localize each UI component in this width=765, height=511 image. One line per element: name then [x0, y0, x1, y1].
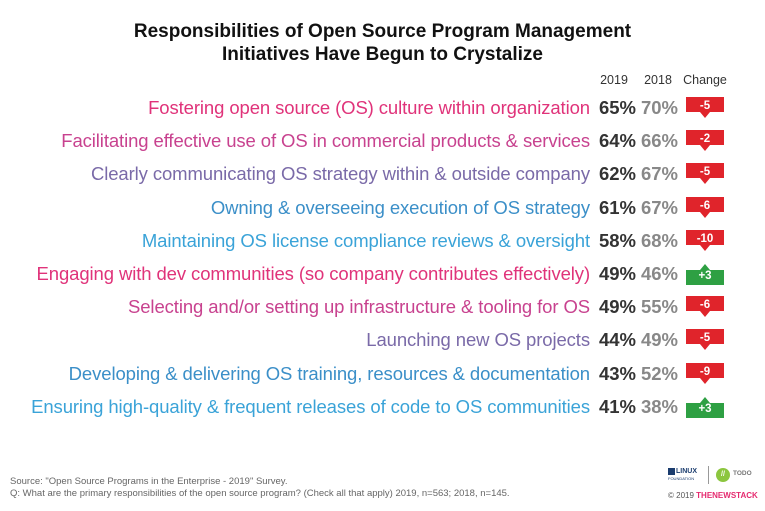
change-badge-up: +3 — [686, 396, 724, 418]
row-label: Owning & overseeing execution of OS stra… — [210, 196, 590, 218]
chart-footer: Source: "Open Source Programs in the Ent… — [10, 476, 510, 500]
table-row: Developing & delivering OS training, res… — [0, 359, 765, 389]
arrow-down-icon — [686, 329, 724, 351]
brand-name: THENEWSTACK — [696, 491, 758, 500]
value-2018: 67% — [640, 163, 678, 185]
arrow-down-icon — [686, 130, 724, 152]
arrow-down-icon — [686, 163, 724, 185]
value-2018: 52% — [640, 362, 678, 384]
change-value: -2 — [699, 133, 711, 146]
value-2019: 65% — [598, 97, 636, 118]
value-2018: 67% — [640, 196, 678, 218]
value-2019: 62% — [598, 163, 636, 185]
row-label: Launching new OS projects — [366, 329, 590, 351]
value-2019: 64% — [598, 130, 636, 152]
change-badge-down: -5 — [686, 163, 724, 185]
table-row: Clearly communicating OS strategy within… — [0, 159, 765, 189]
column-header-2019: 2019 — [600, 73, 628, 87]
logo-divider — [708, 466, 709, 484]
value-2019: 58% — [598, 229, 636, 251]
value-2018: 70% — [640, 97, 678, 118]
value-2018: 66% — [640, 130, 678, 152]
arrow-up-icon — [686, 264, 724, 285]
change-badge-down: -6 — [686, 196, 724, 219]
change-badge-down: -5 — [686, 329, 724, 351]
value-2018: 55% — [640, 296, 678, 318]
arrow-down-icon — [686, 196, 724, 218]
copyright-text: © 2019 — [668, 491, 694, 500]
row-label: Selecting and/or setting up infrastructu… — [128, 296, 590, 318]
table-row: Selecting and/or setting up infrastructu… — [0, 292, 765, 322]
table-row: Launching new OS projects 44% 49% -5 — [0, 325, 765, 355]
question-note: Q: What are the primary responsibilities… — [10, 488, 510, 499]
value-2019: 41% — [598, 395, 636, 417]
value-2019: 44% — [598, 329, 636, 351]
change-value: +3 — [698, 402, 712, 415]
change-value: -6 — [699, 299, 711, 312]
change-value: -5 — [699, 332, 711, 345]
table-row: Facilitating effective use of OS in comm… — [0, 126, 765, 156]
value-2018: 38% — [640, 395, 678, 417]
change-value: -10 — [696, 232, 714, 245]
arrow-up-icon — [686, 396, 724, 418]
row-label: Fostering open source (OS) culture withi… — [148, 97, 590, 118]
change-badge-down: -9 — [686, 362, 724, 385]
value-2018: 46% — [640, 263, 678, 284]
source-note: Source: "Open Source Programs in the Ent… — [10, 476, 288, 487]
value-2019: 49% — [598, 296, 636, 318]
row-label: Maintaining OS license compliance review… — [141, 229, 590, 251]
column-header-change: Change — [683, 73, 727, 87]
row-label: Engaging with dev communities (so compan… — [36, 263, 591, 284]
brand-line: © 2019 THENEWSTACK — [668, 491, 758, 500]
value-2019: 49% — [598, 263, 636, 284]
row-label: Developing & delivering OS training, res… — [68, 362, 590, 384]
table-row: Maintaining OS license compliance review… — [0, 226, 765, 256]
arrow-down-icon — [686, 229, 724, 251]
value-2018: 68% — [640, 229, 678, 251]
chart-title: Responsibilities of Open Source Program … — [0, 20, 765, 66]
arrow-down-icon — [686, 296, 724, 318]
change-badge-down: -6 — [686, 296, 724, 318]
change-value: -5 — [699, 100, 711, 112]
change-badge-down: -2 — [686, 130, 724, 152]
logos: LINUX FOUNDATION // TODO — [668, 464, 758, 486]
change-badge-up: +3 — [686, 263, 724, 285]
table-row: Ensuring high-quality & frequent release… — [0, 392, 765, 422]
arrow-down-icon — [686, 97, 724, 118]
change-value: +3 — [698, 270, 712, 282]
change-badge-down: -10 — [686, 229, 724, 252]
title-line-2: Initiatives Have Begun to Crystalize — [222, 44, 543, 65]
arrow-down-icon — [686, 362, 724, 384]
value-2018: 49% — [640, 329, 678, 351]
change-badge-down: -5 — [686, 97, 724, 119]
table-row: Owning & overseeing execution of OS stra… — [0, 193, 765, 223]
linux-foundation-logo: LINUX FOUNDATION — [668, 468, 697, 481]
row-label: Clearly communicating OS strategy within… — [90, 163, 590, 185]
row-label: Ensuring high-quality & frequent release… — [31, 395, 590, 417]
todo-logo-text: TODO — [733, 470, 752, 477]
todo-logo-icon: // — [716, 468, 730, 482]
change-value: -9 — [699, 365, 711, 378]
column-header-2018: 2018 — [644, 73, 672, 87]
change-value: -6 — [699, 199, 711, 212]
row-label: Facilitating effective use of OS in comm… — [61, 130, 590, 152]
table-row: Fostering open source (OS) culture withi… — [0, 93, 765, 123]
value-2019: 43% — [598, 362, 636, 384]
change-value: -5 — [699, 166, 711, 179]
title-line-1: Responsibilities of Open Source Program … — [133, 21, 632, 42]
table-row: Engaging with dev communities (so compan… — [0, 259, 765, 289]
value-2019: 61% — [598, 196, 636, 218]
